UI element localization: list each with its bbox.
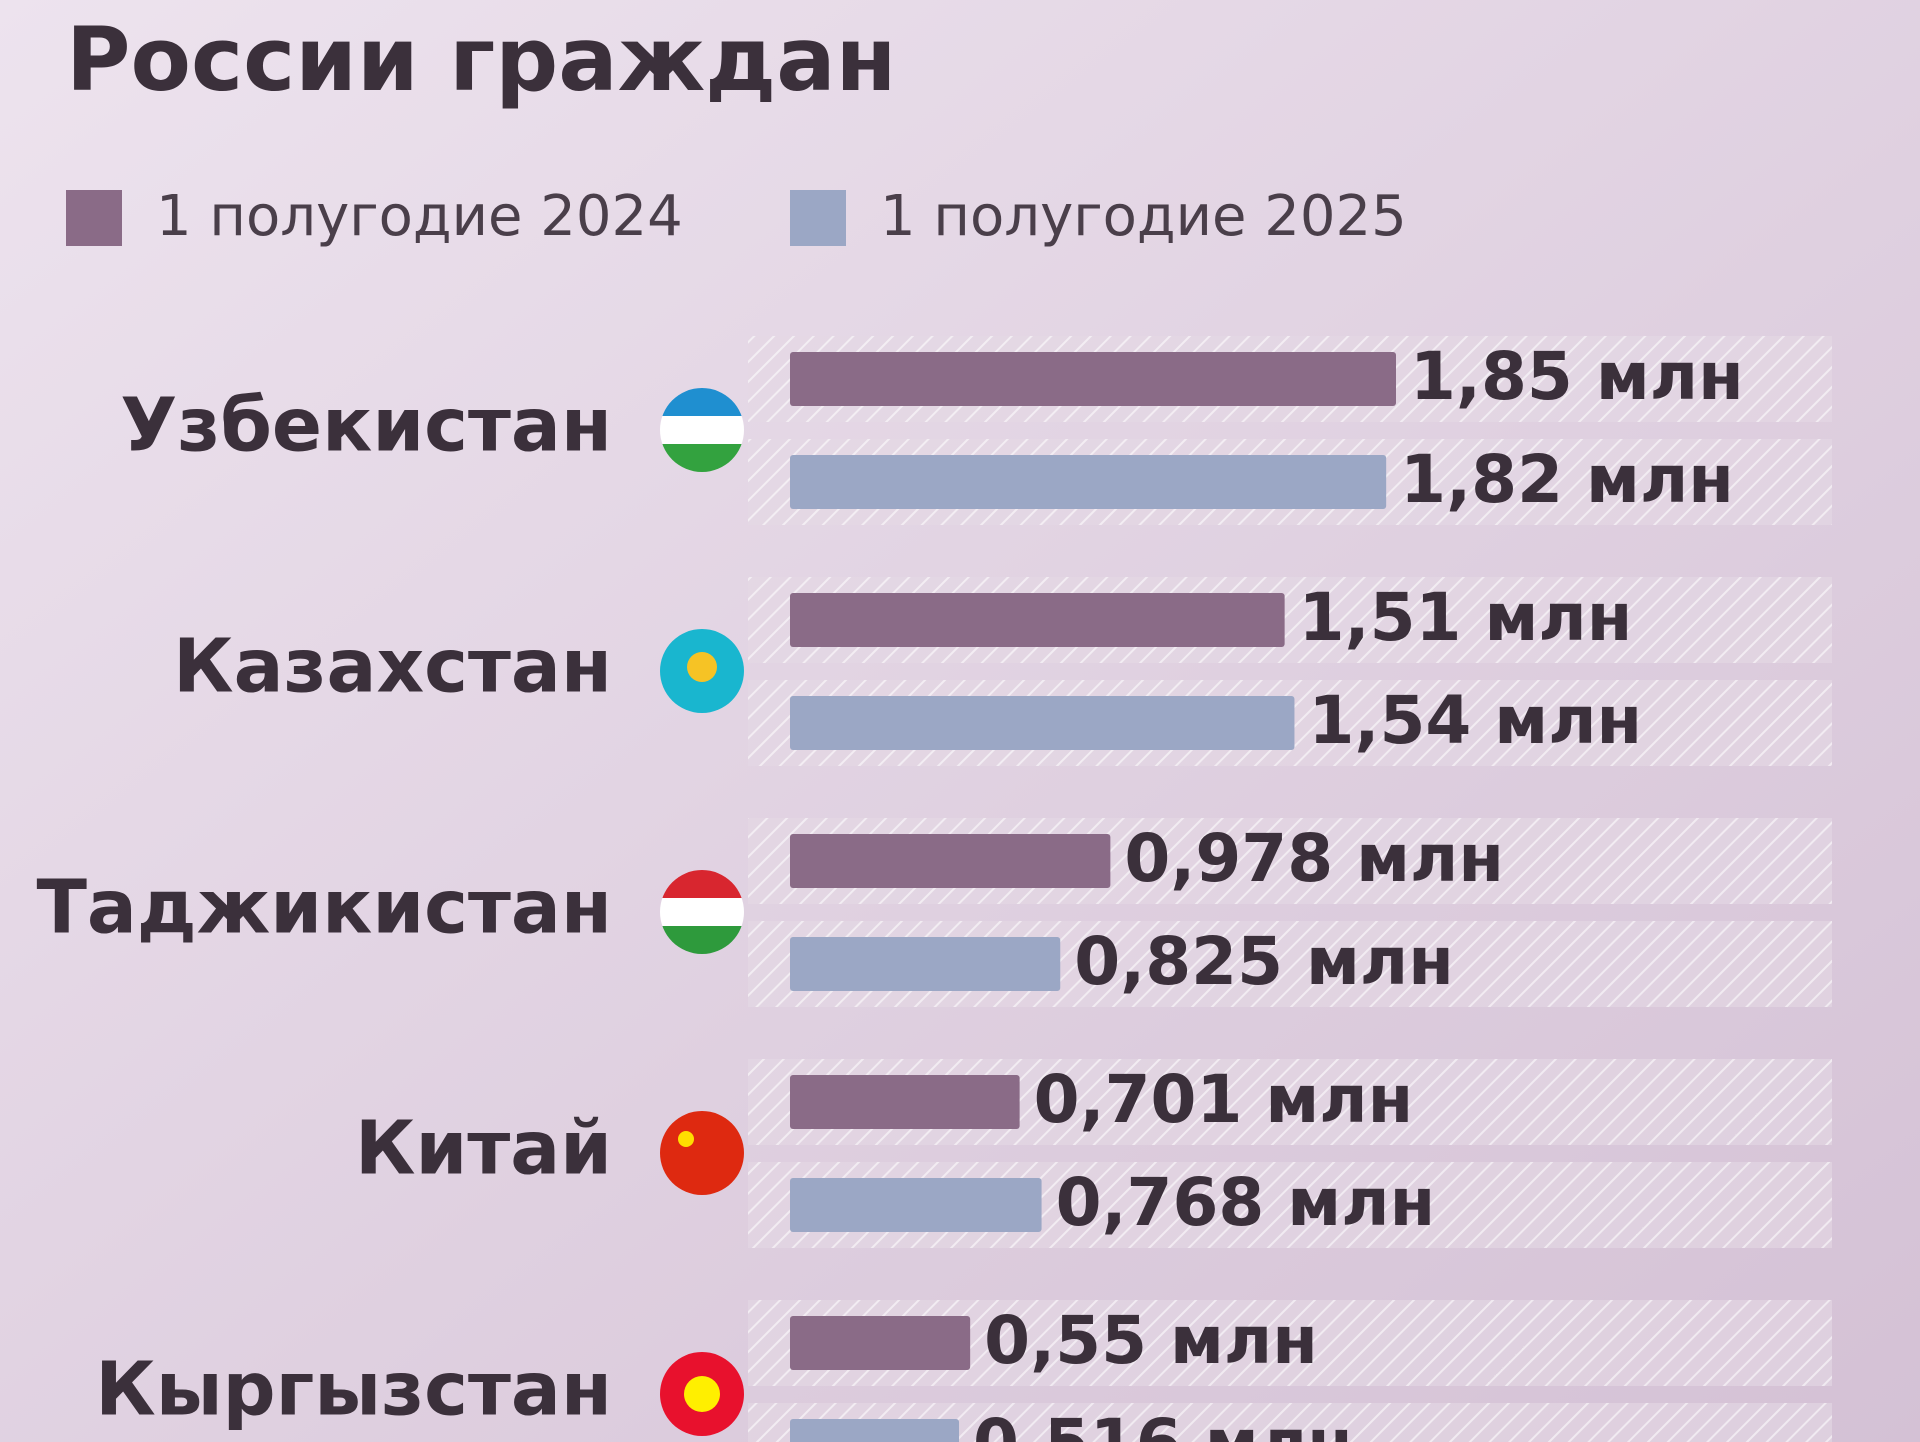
bar — [790, 1316, 971, 1370]
chart-title: России граждан — [66, 8, 896, 111]
bar — [790, 1419, 960, 1442]
bar — [790, 593, 1285, 647]
bar — [790, 1178, 1042, 1232]
value-label: 0,825 млн — [1074, 923, 1454, 1000]
value-label: 0,701 млн — [1034, 1061, 1414, 1138]
category-label: Казахстан — [173, 624, 612, 710]
flag-stripe — [660, 416, 744, 444]
category-label: Узбекистан — [120, 383, 612, 469]
value-label: 1,51 млн — [1299, 579, 1633, 656]
category-label: Кыргызстан — [95, 1347, 612, 1433]
value-label: 0,55 млн — [984, 1302, 1318, 1379]
category-label: Таджикистан — [36, 865, 612, 951]
legend-swatch — [66, 190, 122, 246]
value-label: 1,54 млн — [1308, 682, 1642, 759]
value-label: 0,978 млн — [1124, 820, 1504, 897]
bar — [790, 937, 1061, 991]
bar — [790, 455, 1387, 509]
value-label: 0,768 млн — [1056, 1164, 1436, 1241]
bar — [790, 1075, 1020, 1129]
flag-stripe — [660, 1139, 744, 1167]
value-label: 0,516 млн — [973, 1405, 1353, 1442]
bar — [790, 834, 1111, 888]
value-label: 1,82 млн — [1400, 441, 1734, 518]
flag-star — [678, 1131, 694, 1147]
flag-stripe — [660, 898, 744, 926]
flag-sun — [687, 652, 717, 682]
legend-label: 1 полугодие 2025 — [880, 184, 1407, 249]
flag-sun — [684, 1376, 720, 1412]
category-label: Китай — [355, 1106, 612, 1192]
bar — [790, 352, 1396, 406]
legend-swatch — [790, 190, 846, 246]
value-label: 1,85 млн — [1410, 338, 1744, 415]
bar — [790, 696, 1295, 750]
legend-label: 1 полугодие 2024 — [156, 184, 683, 249]
